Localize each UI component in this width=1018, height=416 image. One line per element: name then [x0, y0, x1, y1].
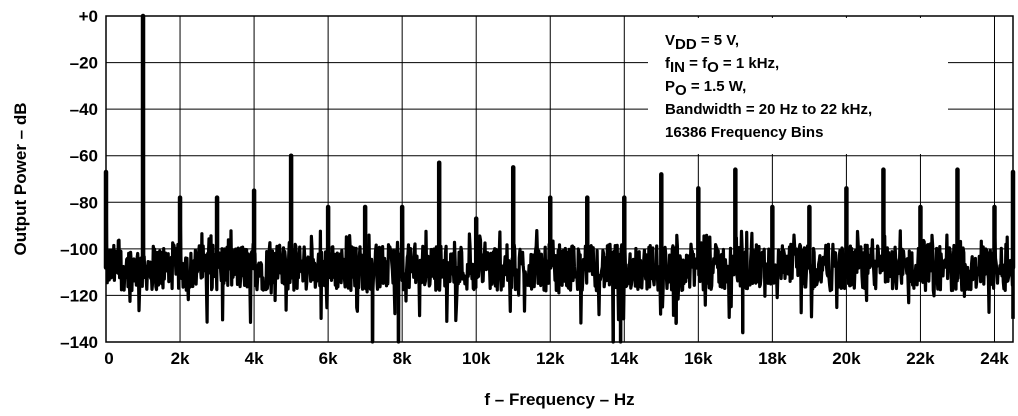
- y-tick-label: –100: [60, 240, 98, 259]
- annotation-line: fIN = fO = 1 kHz,: [665, 55, 779, 76]
- annotation-line: Bandwidth = 20 Hz to 22 kHz,: [665, 101, 872, 118]
- annotation-line: PO = 1.5 W,: [665, 78, 746, 99]
- x-axis-title: f – Frequency – Hz: [484, 390, 634, 409]
- annotation-part: = 1 kHz,: [719, 55, 779, 72]
- x-tick-label: 4k: [245, 349, 264, 368]
- annotation-background: [648, 18, 948, 154]
- y-tick-label: –40: [70, 100, 98, 119]
- y-tick-label: –120: [60, 286, 98, 305]
- x-tick-label: 8k: [393, 349, 412, 368]
- y-axis-title: Output Power – dB: [11, 103, 30, 256]
- annotation-part: 16386 Frequency Bins: [665, 124, 823, 141]
- x-tick-label: 12k: [536, 349, 565, 368]
- y-tick-label: +0: [79, 7, 98, 26]
- plot-frame: [105, 15, 1014, 343]
- x-tick-label: 18k: [758, 349, 787, 368]
- x-tick-label: 2k: [171, 349, 190, 368]
- annotation-line: VDD = 5 V,: [665, 32, 739, 53]
- annotation-part: = f: [685, 55, 708, 72]
- x-tick-label: 10k: [462, 349, 491, 368]
- x-tick-label: 14k: [610, 349, 639, 368]
- annotation-part: DD: [675, 36, 697, 53]
- y-tick-label: –140: [60, 333, 98, 352]
- annotation-part: O: [707, 59, 719, 76]
- x-tick-label: 20k: [832, 349, 861, 368]
- y-tick-labels: +0 –20 –40 –60 –80 –100 –120 –140: [60, 7, 98, 352]
- annotation-line: 16386 Frequency Bins: [665, 124, 823, 141]
- annotation-part: = 1.5 W,: [687, 78, 747, 95]
- x-tick-labels: 0 2k 4k 6k 8k 10k 12k 14k 16k 18k 20k 22k 24k: [104, 349, 1009, 368]
- x-tick-label: 22k: [906, 349, 935, 368]
- y-tick-label: –80: [70, 193, 98, 212]
- annotation-block: VDD = 5 V,fIN = fO = 1 kHz,PO = 1.5 W,Ba…: [648, 18, 948, 154]
- annotation-part: Bandwidth = 20 Hz to 22 kHz,: [665, 101, 872, 118]
- annotation-part: P: [665, 78, 675, 95]
- x-tick-label: 16k: [684, 349, 713, 368]
- annotation-part: V: [665, 32, 675, 49]
- x-tick-label: 6k: [319, 349, 338, 368]
- x-tick-label: 0: [104, 349, 113, 368]
- annotation-part: O: [675, 82, 687, 99]
- y-tick-label: –60: [70, 147, 98, 166]
- y-tick-label: –20: [70, 54, 98, 73]
- annotation-part: = 5 V,: [697, 32, 739, 49]
- x-tick-label: 24k: [980, 349, 1009, 368]
- spectrum-trace: [104, 14, 1015, 344]
- annotation-part: f: [665, 55, 671, 72]
- annotation-part: IN: [670, 59, 685, 76]
